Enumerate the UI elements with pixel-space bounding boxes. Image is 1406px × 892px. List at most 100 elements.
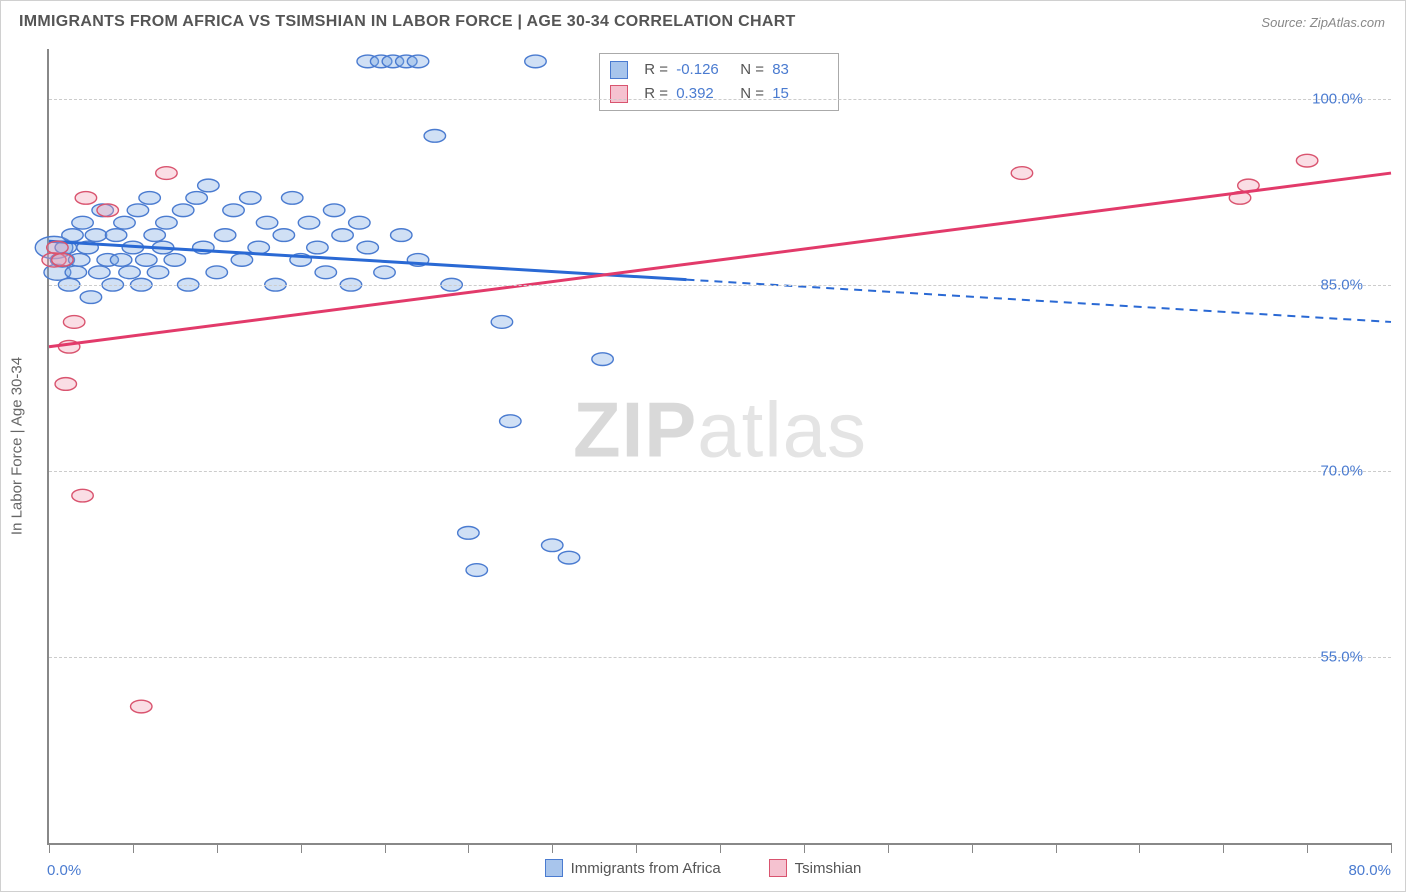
stat-R-label: R = [644,58,668,82]
data-point [357,241,378,254]
data-point [558,551,579,564]
x-tick [888,843,889,853]
data-point [424,129,445,142]
data-point [214,229,235,242]
chart-title: IMMIGRANTS FROM AFRICA VS TSIMSHIAN IN L… [19,13,1387,31]
x-tick [468,843,469,853]
data-point [80,291,101,304]
data-point [466,564,487,577]
plot-area: ZIPatlas R =-0.126N =83R =0.392N =15 55.… [47,49,1391,845]
x-tick [1056,843,1057,853]
data-point [156,216,177,229]
plot-frame: ZIPatlas R =-0.126N =83R =0.392N =15 55.… [47,49,1391,845]
data-point [85,229,106,242]
data-point [62,229,83,242]
data-point [131,700,152,713]
data-point [139,192,160,205]
data-point [186,192,207,205]
x-tick [552,843,553,853]
data-point [256,216,277,229]
data-point [349,216,370,229]
data-point [114,216,135,229]
stat-N-label: N = [740,58,764,82]
data-point [374,266,395,279]
data-point [240,192,261,205]
x-tick [1139,843,1140,853]
data-point [147,266,168,279]
legend-stat-row: R =0.392N =15 [610,82,828,106]
data-point [97,204,118,217]
data-point [72,489,93,502]
data-point [127,204,148,217]
data-point [52,254,73,267]
series-legend: Immigrants from Africa Tsimshian [1,859,1405,881]
legend-item: Immigrants from Africa [545,859,721,877]
gridline-h [49,471,1391,472]
gridline-h [49,99,1391,100]
stat-N-value: 83 [772,58,828,82]
source-link[interactable]: ZipAtlas.com [1310,15,1385,30]
data-point [198,179,219,192]
data-point [110,254,131,267]
data-point [592,353,613,366]
x-tick [385,843,386,853]
data-point [332,229,353,242]
stat-R-value: -0.126 [676,58,732,82]
data-point [542,539,563,552]
legend-stat-row: R = -0.126 N = 83 [610,58,828,82]
data-point [298,216,319,229]
data-point [407,55,428,68]
source-attribution: Source: ZipAtlas.com [1261,15,1385,30]
stat-N-value: 15 [772,82,828,106]
data-point [47,241,68,254]
data-point [1296,154,1317,167]
data-point [315,266,336,279]
x-tick [720,843,721,853]
source-label: Source: [1261,15,1306,30]
data-point [89,266,110,279]
x-tick [636,843,637,853]
x-tick [804,843,805,853]
legend-swatch [769,859,787,877]
data-point [72,216,93,229]
trend-line-dashed [686,280,1391,322]
stat-R-label: R = [644,82,668,106]
x-tick [49,843,50,853]
data-point [273,229,294,242]
legend-label: Immigrants from Africa [571,860,721,877]
gridline-h [49,285,1391,286]
data-point [1011,167,1032,180]
gridline-h [49,657,1391,658]
data-point [282,192,303,205]
data-point [223,204,244,217]
data-point [164,254,185,267]
legend-swatch [610,85,628,103]
data-point [65,266,86,279]
data-point [525,55,546,68]
data-point [206,266,227,279]
data-point [391,229,412,242]
legend-swatch [545,859,563,877]
x-tick [1223,843,1224,853]
y-tick-label: 70.0% [1320,462,1363,479]
legend-swatch [610,61,628,79]
correlation-legend: R = -0.126 N = 83R = 0.392 N = 15 [599,53,839,111]
legend-label: Tsimshian [795,860,862,877]
x-tick [133,843,134,853]
y-axis-label: In Labor Force | Age 30-34 [9,357,26,535]
data-point [231,254,252,267]
stat-R-value: 0.392 [676,82,732,106]
y-tick-label: 55.0% [1320,648,1363,665]
data-point [458,526,479,539]
data-point [172,204,193,217]
data-point [75,192,96,205]
data-point [323,204,344,217]
data-point [55,378,76,391]
chart-header: IMMIGRANTS FROM AFRICA VS TSIMSHIAN IN L… [1,1,1405,45]
data-point [136,254,157,267]
data-point [105,229,126,242]
data-point [119,266,140,279]
data-point [156,167,177,180]
y-tick-label: 85.0% [1320,276,1363,293]
x-tick [1307,843,1308,853]
